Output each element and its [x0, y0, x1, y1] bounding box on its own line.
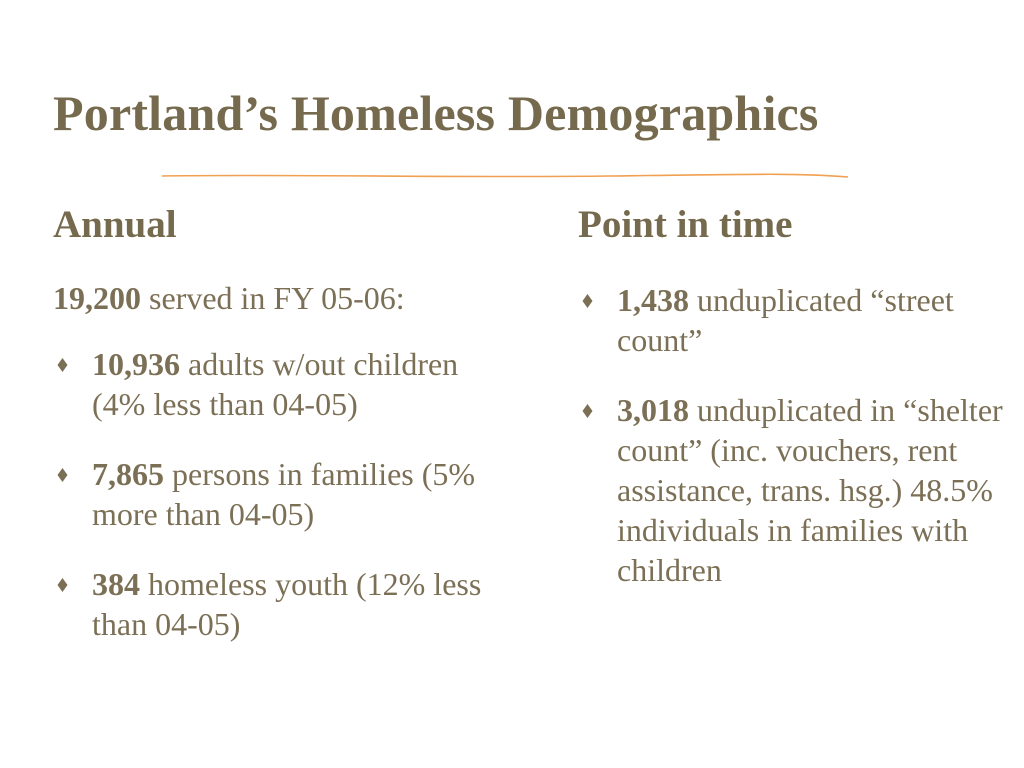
item-text: unduplicated in “shelter count” (inc. vo…: [617, 392, 1003, 588]
item-number: 384: [92, 566, 140, 602]
diamond-bullet-icon: [57, 468, 68, 482]
annual-lead-text: served in FY 05-06:: [141, 280, 405, 316]
diamond-bullet-icon: [582, 404, 593, 418]
item-text: homeless youth (12% less than 04-05): [92, 566, 482, 642]
point-in-time-list: 1,438 unduplicated “street count” 3,018 …: [578, 280, 1018, 590]
point-in-time-column: Point in time 1,438 unduplicated “street…: [578, 202, 1018, 620]
title-divider-line: [161, 173, 849, 178]
item-text: adults w/out children (4% less than 04-0…: [92, 346, 459, 422]
list-item: 3,018 unduplicated in “shelter count” (i…: [578, 390, 1018, 590]
list-item: 384 homeless youth (12% less than 04-05): [53, 564, 513, 644]
annual-list: 10,936 adults w/out children (4% less th…: [53, 344, 513, 644]
diamond-bullet-icon: [57, 578, 68, 592]
list-item: 1,438 unduplicated “street count”: [578, 280, 1018, 360]
annual-column: Annual 19,200 served in FY 05-06: 10,936…: [53, 202, 513, 674]
annual-lead: 19,200 served in FY 05-06:: [53, 278, 513, 318]
annual-lead-number: 19,200: [53, 280, 141, 316]
item-number: 1,438: [617, 282, 689, 318]
list-item: 10,936 adults w/out children (4% less th…: [53, 344, 513, 424]
point-in-time-heading: Point in time: [578, 203, 793, 246]
list-item: 7,865 persons in families (5% more than …: [53, 454, 513, 534]
annual-heading: Annual: [53, 203, 177, 246]
diamond-bullet-icon: [57, 358, 68, 372]
slide-title: Portland’s Homeless Demographics: [53, 85, 819, 141]
item-number: 7,865: [92, 456, 164, 492]
diamond-bullet-icon: [582, 294, 593, 308]
item-number: 10,936: [92, 346, 180, 382]
item-text: persons in families (5% more than 04-05): [92, 456, 476, 532]
item-number: 3,018: [617, 392, 689, 428]
item-text: unduplicated “street count”: [617, 282, 954, 358]
